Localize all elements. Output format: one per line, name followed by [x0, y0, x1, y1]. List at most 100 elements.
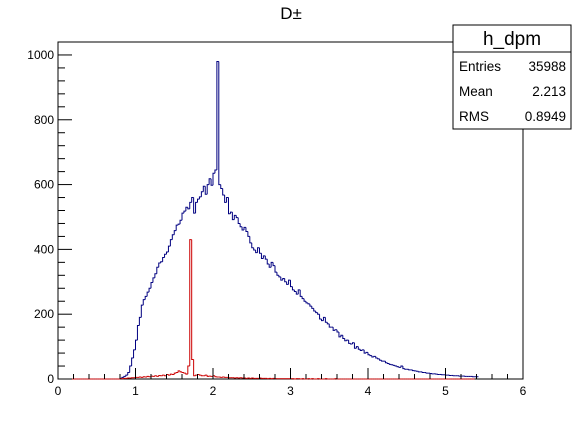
histogram-bin: [270, 261, 274, 268]
histogram-bin: [169, 239, 173, 247]
histogram-bin: [167, 374, 171, 376]
histogram-bin: [136, 325, 140, 341]
y-tick-label: 1000: [27, 48, 54, 62]
histogram-bin: [291, 286, 295, 291]
histogram-bin: [338, 332, 341, 338]
histogram-bin: [189, 201, 192, 209]
histogram-bin: [191, 197, 194, 203]
histogram-bin: [204, 186, 208, 195]
histogram-bin: [142, 376, 146, 378]
stats-label-rms: RMS: [459, 109, 489, 124]
y-tick-label: 600: [34, 178, 54, 192]
histogram-bin: [121, 376, 124, 379]
histogram-bin: [293, 289, 297, 293]
histogram-bin: [166, 251, 169, 255]
histogram-bin: [247, 231, 250, 237]
histogram-bin: [257, 247, 260, 253]
stats-value-entries: 35988: [528, 59, 566, 74]
y-tick-label: 0: [47, 372, 54, 386]
histogram-bin: [243, 226, 246, 230]
histogram-bin: [379, 358, 382, 361]
stats-box: h_dpm Entries 35988 Mean 2.213 RMS 0.894…: [452, 24, 572, 130]
histogram-bin: [255, 250, 258, 254]
histogram-bin: [200, 191, 204, 197]
histogram-bin: [214, 375, 217, 378]
histogram-bin: [322, 316, 326, 321]
histogram-bin: [169, 373, 173, 376]
histogram-bin: [231, 212, 235, 221]
series-0: [58, 60, 479, 380]
histogram-bin: [278, 275, 281, 278]
histogram-bin: [264, 255, 268, 260]
histogram-bin: [290, 280, 293, 288]
histogram-bin: [206, 184, 210, 195]
histogram-bin: [324, 317, 328, 323]
histogram-bin: [245, 227, 248, 233]
histogram-bin: [313, 308, 316, 312]
histogram-bin: [260, 253, 264, 259]
histogram-bin: [204, 374, 208, 376]
x-tick-label: 2: [210, 384, 217, 398]
x-tick-label: 6: [520, 384, 527, 398]
histogram-bin: [220, 184, 223, 189]
histogram-bin: [193, 359, 196, 377]
histogram-bin: [297, 289, 301, 295]
histogram-bin: [233, 214, 237, 220]
x-tick-label: 0: [55, 384, 62, 398]
histogram-bin: [402, 366, 405, 370]
histogram-bin: [156, 266, 159, 274]
histogram-bin: [305, 301, 308, 304]
histogram-bin: [162, 256, 165, 262]
histogram-bin: [158, 262, 161, 268]
histogram-bin: [359, 349, 363, 351]
chart-title: D±: [280, 4, 302, 23]
stats-label-entries: Entries: [459, 59, 501, 74]
histogram-bin: [251, 242, 254, 249]
histogram-bin: [334, 329, 337, 331]
histogram-bin: [181, 371, 184, 374]
series-1: [58, 239, 475, 380]
histogram-bin: [195, 374, 198, 376]
histogram-bin: [179, 370, 182, 373]
histogram-bin: [206, 375, 210, 377]
histogram-bin: [167, 245, 171, 252]
histogram-bin: [212, 172, 215, 186]
histogram-bin: [249, 236, 252, 244]
histogram-bin: [187, 207, 190, 210]
histogram-bin: [142, 299, 146, 306]
histogram-bin: [315, 310, 318, 314]
histogram-bin: [179, 219, 182, 225]
histogram-bin: [301, 296, 305, 300]
histogram-bin: [228, 197, 231, 215]
x-tick-label: 4: [365, 384, 372, 398]
histogram-bin: [373, 355, 376, 357]
histogram-bin: [288, 279, 291, 285]
histogram-bin: [319, 314, 322, 320]
histogram-bin: [193, 197, 196, 214]
histogram-bin: [183, 210, 186, 214]
histogram-bin: [336, 329, 339, 333]
histogram-bin: [388, 363, 392, 365]
histogram-bin: [187, 365, 190, 375]
histogram-bin: [235, 215, 239, 219]
histogram-bin: [396, 366, 399, 368]
stats-box-frame: [452, 24, 572, 130]
histogram-bin: [138, 316, 142, 326]
histogram-bin: [369, 354, 372, 357]
histogram-bin: [224, 194, 227, 203]
histogram-bin: [344, 338, 347, 342]
histogram-bin: [282, 278, 285, 281]
x-tick-label: 3: [287, 384, 294, 398]
histogram-bin: [381, 360, 384, 362]
histogram-bin: [239, 223, 243, 228]
histogram-bin: [274, 265, 277, 273]
histogram-bin: [400, 365, 403, 368]
histogram-bin: [140, 304, 144, 318]
histogram-bin: [357, 346, 361, 350]
histogram-bin: [218, 61, 221, 186]
histogram-bin: [340, 334, 343, 337]
histogram-bin: [123, 375, 126, 378]
histogram-bin: [181, 212, 184, 221]
histogram-bin: [175, 224, 179, 231]
